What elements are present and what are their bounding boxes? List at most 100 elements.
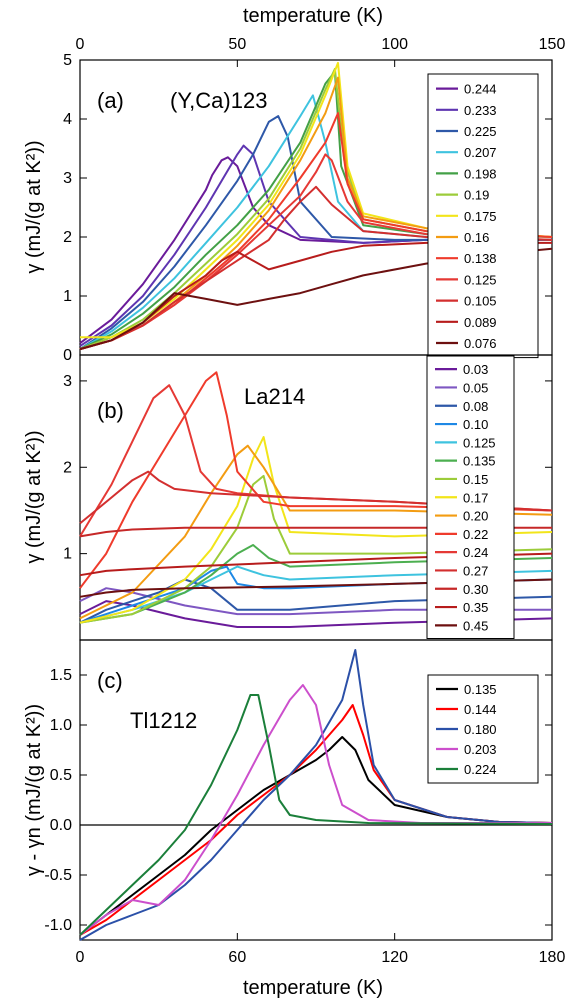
panel-b: (b) La214 γ (mJ/(g at K²)) 123 0.030.050… <box>23 354 553 641</box>
legend-label: 0.105 <box>464 294 497 309</box>
series-line-0.224 <box>79 694 553 936</box>
x-tick-label: 120 <box>381 949 408 966</box>
legend-label: 0.03 <box>463 362 488 377</box>
panel-b-legend: 0.03 0.05 0.08 0.10 0.125 0.135 0.15 0.17 0.20 0.… <box>426 355 515 639</box>
y-tick-label: 3 <box>63 373 72 390</box>
y-tick-label: -1.0 <box>44 917 72 934</box>
series-line-0.198 <box>79 70 553 351</box>
legend-label: 0.233 <box>464 103 497 118</box>
series-line-0.30 <box>79 526 552 538</box>
panel-b-tag: (b) <box>97 398 124 423</box>
panel-a-tag: (a) <box>97 88 124 113</box>
legend-label: 0.20 <box>463 509 488 524</box>
legend-label: 0.35 <box>463 600 488 615</box>
legend-label: 0.244 <box>464 82 497 97</box>
y-tick-label: 0.0 <box>50 817 72 834</box>
legend-label: 0.22 <box>463 527 488 542</box>
series-line-0.20 <box>79 444 553 620</box>
x-tick-label: 60 <box>228 949 246 966</box>
legend-label: 0.30 <box>463 582 488 597</box>
series-line-0.207 <box>79 94 553 350</box>
legend-label: 0.198 <box>464 166 497 181</box>
panel-c-frame <box>79 639 553 941</box>
series-line-0.15 <box>79 474 553 624</box>
legend-label: 0.125 <box>463 435 496 450</box>
legend-label: 0.225 <box>464 124 497 139</box>
x-tick-label: 0 <box>76 949 85 966</box>
series-line-0.225 <box>79 115 552 350</box>
legend-label: 0.45 <box>463 618 488 633</box>
legend-label: 0.076 <box>464 336 497 351</box>
top-tick-label: 100 <box>381 36 408 53</box>
series-line-0.180 <box>79 649 553 941</box>
series-line-0.125 <box>79 565 553 624</box>
panel-b-series <box>79 371 553 628</box>
legend-label: 0.135 <box>464 682 497 697</box>
legend-label: 0.17 <box>463 490 488 505</box>
panel-a-material: (Y,Ca)123 <box>170 88 267 113</box>
legend-label: 0.135 <box>463 454 496 469</box>
legend-label: 0.10 <box>463 417 488 432</box>
legend-label: 0.175 <box>464 209 497 224</box>
legend-label: 0.138 <box>464 251 497 266</box>
panel-c-legend: 0.135 0.144 0.180 0.203 0.224 <box>427 674 539 784</box>
panel-c-series <box>79 649 553 941</box>
series-line-0.203 <box>79 684 552 936</box>
top-axis-title: temperature (K) <box>243 5 383 27</box>
y-tick-label: 5 <box>63 52 72 69</box>
series-line-0.135 <box>79 544 553 624</box>
y-tick-label: 0.5 <box>50 767 72 784</box>
legend-label: 0.125 <box>464 272 497 287</box>
top-tick-label: 150 <box>539 36 566 53</box>
series-line-0.22 <box>79 371 553 589</box>
x-tick-label: 180 <box>539 949 566 966</box>
panel-b-ylabel: γ (mJ/(g at K²)) <box>23 430 45 563</box>
legend-label: 0.24 <box>463 545 488 560</box>
series-line-0.05 <box>79 587 552 616</box>
series-line-0.35 <box>79 552 553 577</box>
legend-label: 0.08 <box>463 399 488 414</box>
series-line-0.45 <box>79 578 553 598</box>
series-line-0.105 <box>79 185 553 351</box>
legend-label: 0.15 <box>463 472 488 487</box>
panel-b-material: La214 <box>244 384 305 409</box>
series-line-0.233 <box>79 144 552 347</box>
y-tick-label: 0 <box>63 347 72 364</box>
bottom-axis-title: temperature (K) <box>243 977 383 999</box>
y-tick-label: 1 <box>63 288 72 305</box>
y-tick-label: 3 <box>63 170 72 187</box>
legend-label: 0.089 <box>464 315 497 330</box>
legend-label: 0.203 <box>464 742 497 757</box>
y-tick-label: 1 <box>63 546 72 563</box>
legend-label: 0.180 <box>464 722 497 737</box>
y-tick-label: 2 <box>63 229 72 246</box>
legend-label: 0.224 <box>464 762 497 777</box>
top-tick-label: 0 <box>76 36 85 53</box>
panel-c-ylabel: γ - γn (mJ/(g at K²)) <box>23 704 45 876</box>
panel-c-tag: (c) <box>97 668 123 693</box>
y-tick-label: -0.5 <box>44 867 72 884</box>
top-tick-label: 50 <box>228 36 246 53</box>
legend-label: 0.05 <box>463 380 488 395</box>
panel-c-ticks: -1.0 -0.5 0.0 0.5 1.0 1.5 0 60 120 180 <box>44 667 565 966</box>
panel-a-series <box>79 61 553 351</box>
panel-a: (a) (Y,Ca)123 γ (mJ/(g at K²)) 0 1 2 3 4 5 0.… <box>23 52 553 364</box>
series-line-0.27 <box>79 470 553 525</box>
y-tick-label: 4 <box>63 111 72 128</box>
panel-a-legend: 0.244 0.233 0.225 0.207 0.198 0.19 0.175 0.16 0.… <box>427 73 539 359</box>
y-tick-label: 2 <box>63 459 72 476</box>
legend-label: 0.19 <box>464 188 489 203</box>
y-tick-label: 1.0 <box>50 717 72 734</box>
top-axis-ticks: 0 50 100 150 <box>76 36 566 67</box>
series-line-0.076 <box>79 247 553 351</box>
series-line-0.03 <box>79 600 553 628</box>
y-tick-label: 1.5 <box>50 667 72 684</box>
legend-label: 0.207 <box>464 145 497 160</box>
legend-label: 0.144 <box>464 702 497 717</box>
series-line-0.135 <box>79 736 553 936</box>
panel-a-ylabel: γ (mJ/(g at K²)) <box>23 140 45 273</box>
legend-label: 0.27 <box>463 563 488 578</box>
legend-label: 0.16 <box>464 230 489 245</box>
panel-c: (c) Tl1212 γ - γn (mJ/(g at K²)) -1.0 -0.… <box>23 639 565 966</box>
